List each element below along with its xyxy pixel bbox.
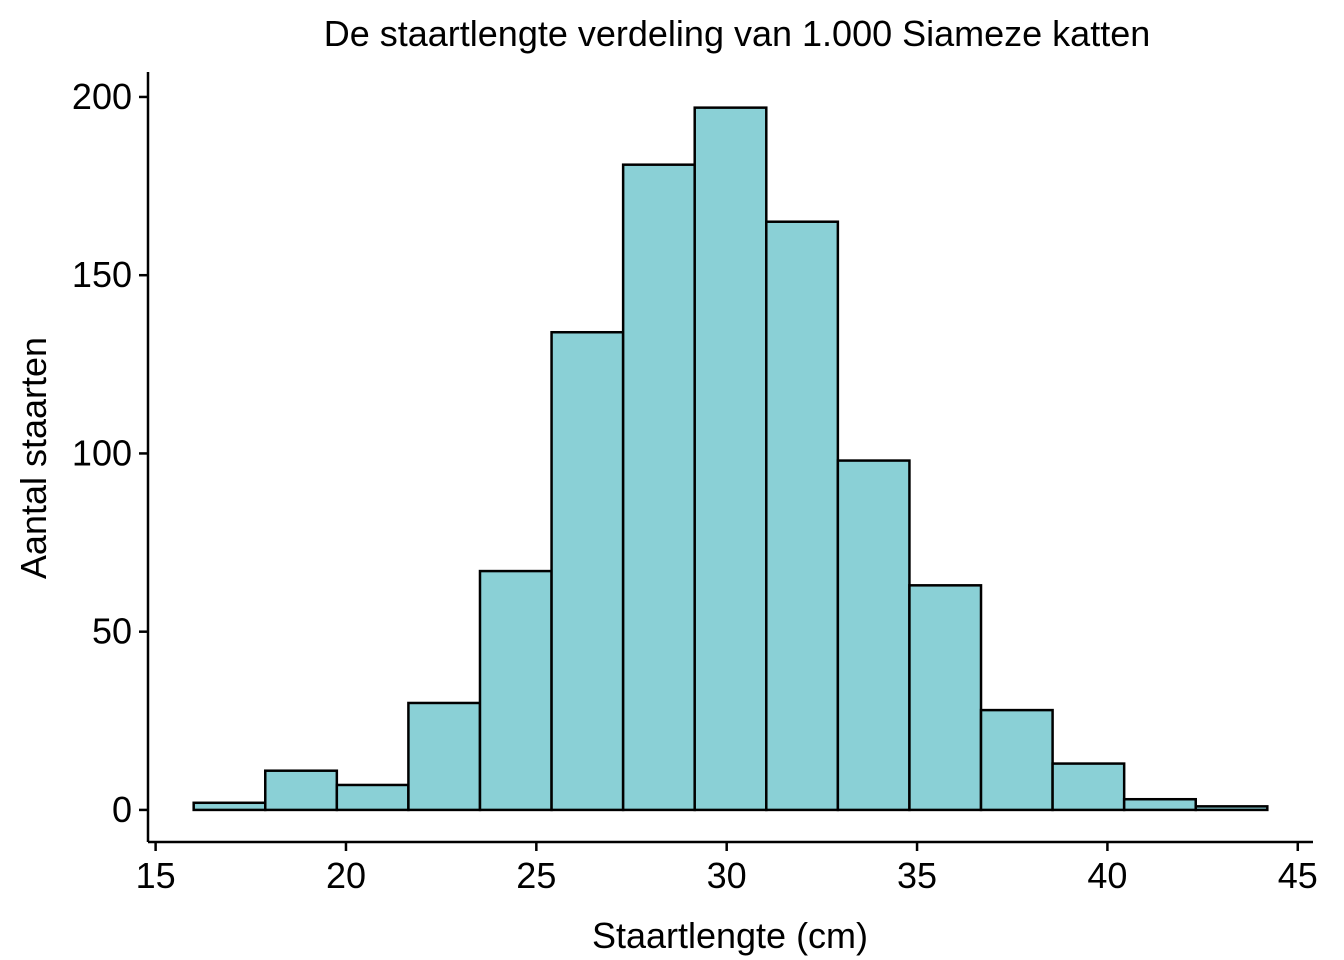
histogram-bar — [478, 569, 553, 812]
y-tick-label: 150 — [72, 254, 132, 295]
histogram-bar — [192, 801, 267, 812]
x-axis-ticks: 15 20 25 30 35 40 45 — [136, 842, 1318, 896]
y-tick-label: 200 — [72, 76, 132, 117]
y-tick-label: 100 — [72, 432, 132, 473]
histogram-bar — [1122, 797, 1197, 812]
x-tick-label: 15 — [136, 855, 176, 896]
x-axis-title: Staartlengte (cm) — [592, 915, 868, 956]
histogram-bar — [335, 783, 410, 812]
histogram-bar — [621, 163, 696, 812]
x-tick-label: 25 — [516, 855, 556, 896]
histogram-bar — [407, 701, 482, 812]
y-axis-ticks: 0 50 100 150 200 — [72, 76, 148, 830]
bars-group — [192, 106, 1269, 812]
histogram-bar — [1194, 805, 1269, 812]
histogram-bar — [836, 459, 911, 812]
histogram-bar — [1051, 762, 1126, 812]
x-tick-label: 40 — [1087, 855, 1127, 896]
chart-title: De staartlengte verdeling van 1.000 Siam… — [324, 13, 1151, 54]
x-tick-label: 20 — [326, 855, 366, 896]
x-tick-label: 45 — [1278, 855, 1318, 896]
histogram-bar — [765, 220, 840, 812]
y-axis-title: Aantal staarten — [13, 337, 54, 579]
histogram-bar — [264, 769, 339, 812]
x-tick-label: 35 — [897, 855, 937, 896]
histogram-bar — [550, 330, 625, 812]
histogram-bar — [908, 584, 983, 812]
x-tick-label: 30 — [707, 855, 747, 896]
histogram-bar — [979, 708, 1054, 812]
y-tick-label: 50 — [92, 611, 132, 652]
y-tick-label: 0 — [112, 789, 132, 830]
histogram-bar — [693, 106, 768, 812]
